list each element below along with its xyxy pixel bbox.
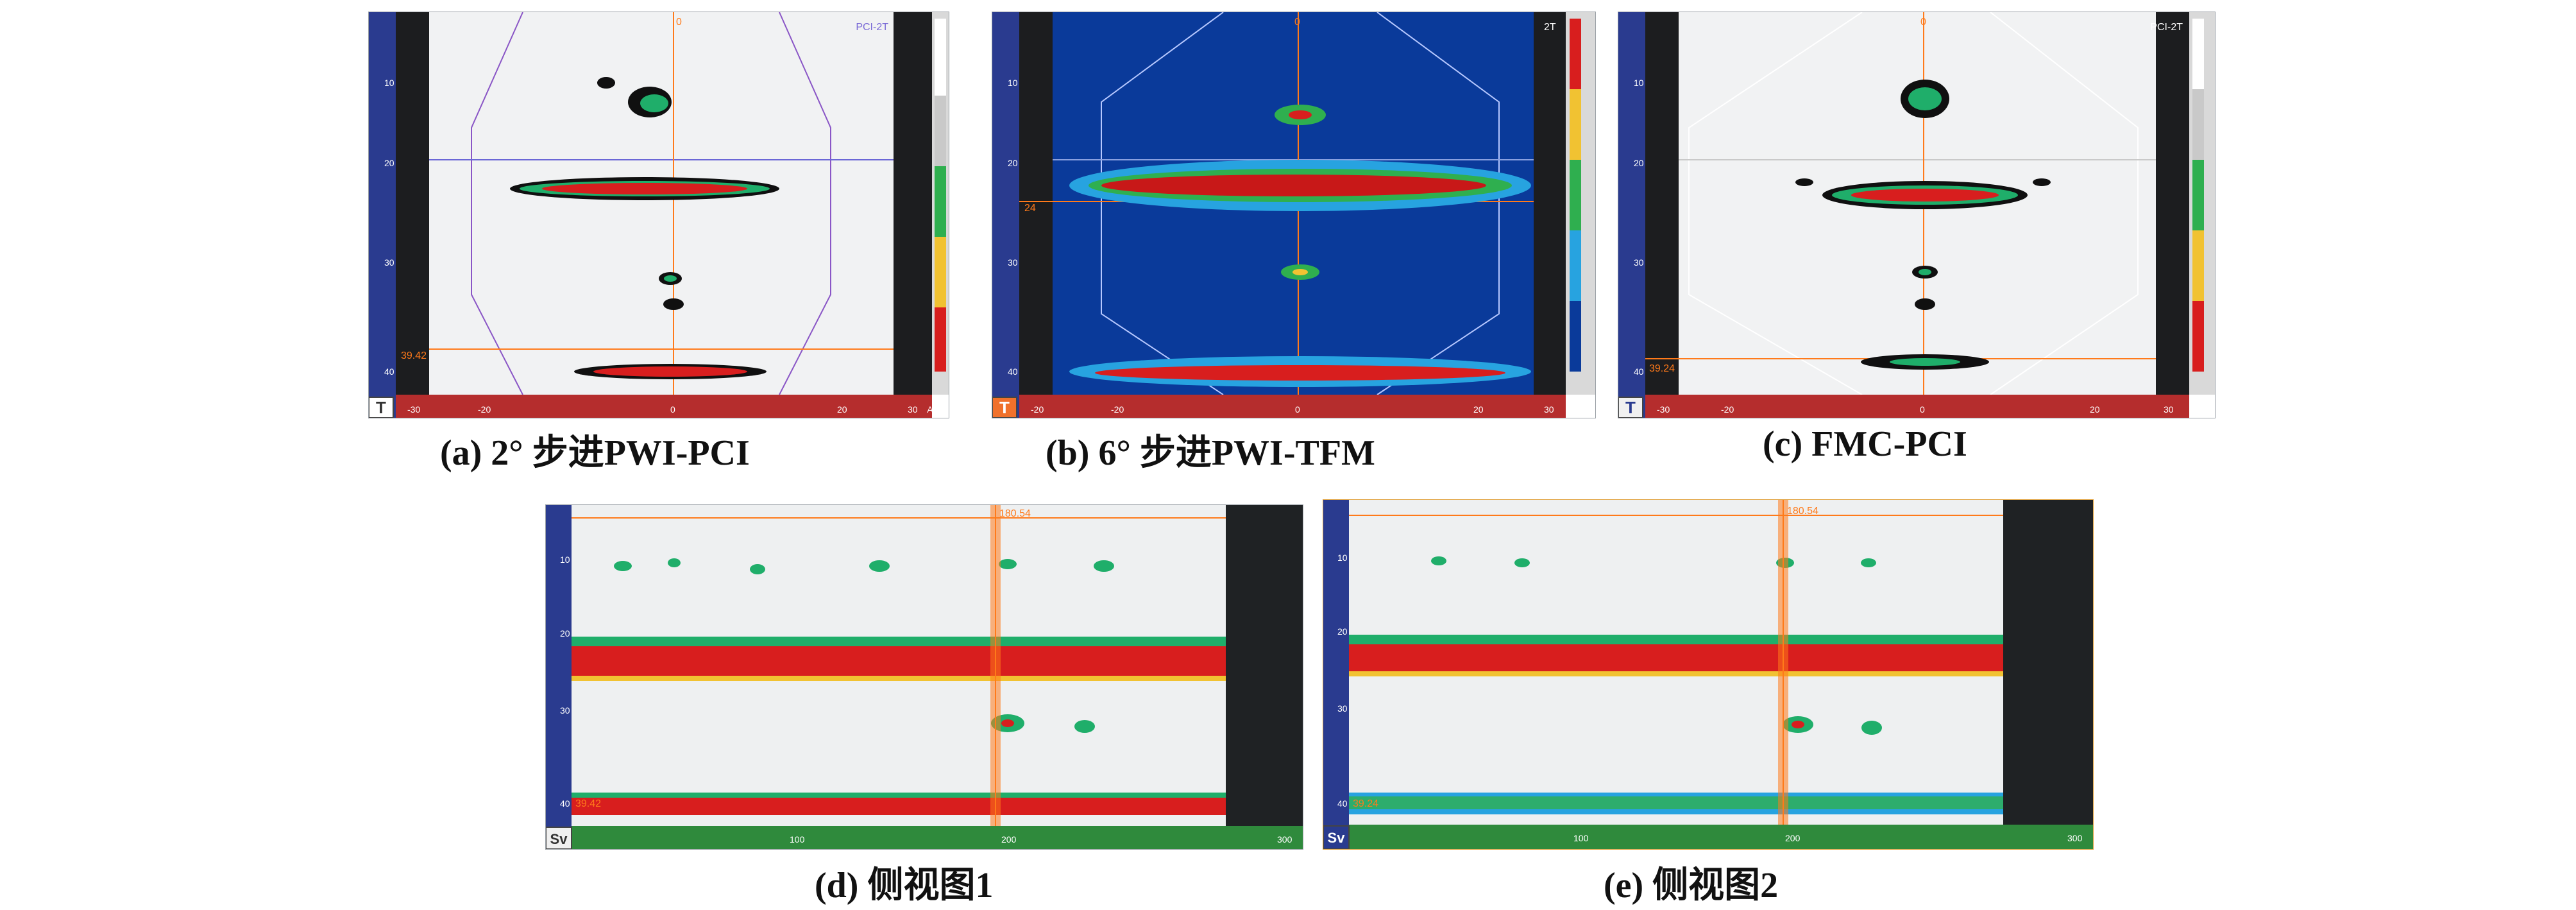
mode-badge: Sv — [1328, 830, 1346, 846]
panel-c: T 0 PCI-2T 39.24 Amp -30 -20 0 20 30 10 … — [1618, 12, 2216, 418]
y-tick: 30 — [1634, 257, 1644, 268]
x-tick: 20 — [1473, 404, 1484, 415]
x-tick: 20 — [2090, 404, 2100, 415]
mode-badge: Sv — [550, 831, 568, 847]
y-tick: 30 — [384, 257, 394, 268]
cursor-label: 0 — [1294, 17, 1300, 28]
cursor-label: 0 — [1920, 17, 1926, 28]
panel-c-image: T 0 PCI-2T 39.24 Amp -30 -20 0 20 30 10 … — [1618, 12, 2215, 418]
x-axis-bar — [396, 395, 932, 418]
color-scale — [2192, 19, 2204, 372]
mode-badge: T — [376, 398, 386, 417]
corner-label: PCI-2T — [2150, 22, 2183, 33]
cursor-label: 0 — [676, 17, 682, 28]
y-tick: 20 — [1337, 626, 1348, 637]
depth-scale-bar — [1323, 500, 1349, 849]
x-tick: 100 — [790, 834, 805, 845]
caption-d: (d) 侧视图1 — [815, 866, 994, 906]
cursor-label: 180.54 — [999, 508, 1031, 519]
depth-label: 39.42 — [575, 798, 601, 809]
x-axis-bar — [1645, 395, 2189, 418]
x-tick: 200 — [1785, 833, 1801, 843]
caption-b: (b) 6° 步进PWI-TFM — [1046, 433, 1375, 473]
x-tick: -30 — [407, 404, 420, 415]
x-tick: 20 — [837, 404, 847, 415]
x-tick: -20 — [478, 404, 491, 415]
x-tick: -20 — [1031, 404, 1044, 415]
x-tick: 200 — [1001, 834, 1017, 845]
color-scale — [1570, 19, 1581, 372]
y-tick: 40 — [560, 798, 570, 809]
x-tick: -30 — [1657, 404, 1670, 415]
mode-badge-bg — [369, 397, 394, 418]
x-tick: 100 — [1573, 833, 1589, 843]
x-tick: 0 — [1295, 404, 1300, 415]
x-tick: 30 — [2164, 404, 2174, 415]
backwall-band — [1349, 644, 2003, 671]
mode-badge-bg — [546, 827, 572, 849]
y-tick: 40 — [1008, 366, 1018, 377]
x-tick: -20 — [1721, 404, 1734, 415]
caption-e: (e) 侧视图2 — [1604, 866, 1779, 906]
panel-a: T 0 PCI-2T 39.42 Amp -30 -20 0 20 30 10 … — [368, 12, 949, 418]
mode-badge: T — [1625, 398, 1636, 417]
y-tick: 10 — [384, 78, 394, 88]
mode-badge-bg — [992, 397, 1017, 418]
y-tick: 30 — [1337, 703, 1348, 714]
y-tick: 20 — [560, 628, 570, 639]
corner-label: 2T — [1544, 22, 1556, 33]
y-tick: 20 — [1008, 158, 1018, 168]
color-scale — [935, 19, 946, 372]
mode-badge: T — [999, 398, 1010, 417]
y-tick: 10 — [1337, 553, 1348, 563]
depth-scale-bar — [992, 12, 1019, 418]
x-tick: 0 — [1920, 404, 1925, 415]
y-tick: 30 — [560, 705, 570, 716]
depth-scale-bar — [369, 12, 396, 418]
x-tick: 30 — [1544, 404, 1554, 415]
depth-scale-bar — [546, 505, 572, 849]
backwall-band — [572, 646, 1226, 676]
panel-d: Sv 180.54 39.42 100 200 300 10 20 30 40 — [545, 504, 1303, 850]
y-tick: 10 — [1634, 78, 1644, 88]
amp-label: Amp — [1574, 404, 1593, 415]
panel-b-image: T 0 2T 24 Amp -20 -20 0 20 30 10 20 30 4… — [992, 12, 1595, 418]
depth-label: 39.42 — [401, 350, 427, 361]
amp-label: Amp — [927, 404, 945, 415]
x-tick: 300 — [2067, 833, 2083, 843]
x-tick: 300 — [1277, 834, 1292, 845]
mode-badge-bg — [1618, 397, 1643, 418]
x-tick: -20 — [1111, 404, 1124, 415]
y-tick: 40 — [1337, 798, 1348, 809]
depth-scale-bar — [1618, 12, 1645, 418]
x-axis-bar — [1349, 825, 2093, 849]
x-tick: 0 — [670, 404, 675, 415]
y-tick: 40 — [384, 366, 394, 377]
y-tick: 20 — [1634, 158, 1644, 168]
depth-label: 39.24 — [1649, 363, 1675, 374]
cursor-label: 180.54 — [1787, 506, 1818, 517]
panel-d-image: Sv 180.54 39.42 100 200 300 10 20 30 40 — [546, 505, 1303, 849]
panel-a-image: T 0 PCI-2T 39.42 Amp -30 -20 0 20 30 10 … — [369, 12, 949, 418]
panel-b: T 0 2T 24 Amp -20 -20 0 20 30 10 20 30 4… — [992, 12, 1596, 418]
y-tick: 30 — [1008, 257, 1018, 268]
bottom-band — [572, 797, 1226, 815]
x-axis-bar — [1019, 395, 1566, 418]
x-tick: 30 — [908, 404, 918, 415]
panel-e: Sv 180.54 39.24 100 200 300 10 20 30 40 — [1323, 499, 2094, 850]
caption-a: (a) 2° 步进PWI-PCI — [440, 433, 750, 473]
depth-label: 39.24 — [1353, 798, 1378, 809]
mode-badge-bg — [1323, 825, 1350, 849]
y-tick: 20 — [384, 158, 394, 168]
y-tick: 10 — [560, 554, 570, 565]
corner-label: PCI-2T — [856, 22, 888, 33]
caption-c: (c) FMC-PCI — [1763, 424, 1967, 464]
depth-label: 24 — [1024, 203, 1036, 214]
amp-label: Amp — [2193, 404, 2212, 415]
x-axis-bar — [572, 826, 1303, 849]
y-tick: 10 — [1008, 78, 1018, 88]
y-tick: 40 — [1634, 366, 1644, 377]
panel-e-image: Sv 180.54 39.24 100 200 300 10 20 30 40 — [1323, 500, 2093, 849]
